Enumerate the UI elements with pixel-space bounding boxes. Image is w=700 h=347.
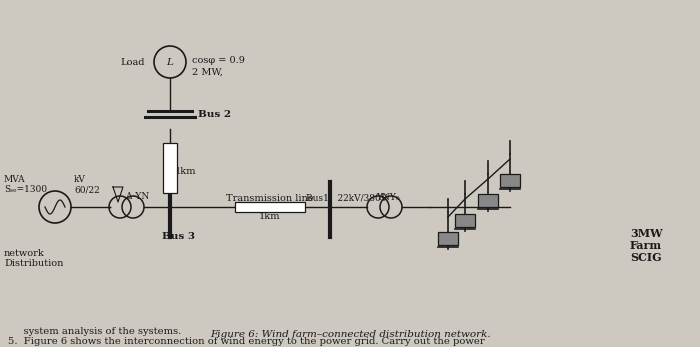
Text: Bus 3: Bus 3 [162, 232, 195, 241]
Text: 1km: 1km [259, 212, 281, 221]
Text: Δ YN: Δ YN [126, 192, 149, 201]
Text: system analysis of the systems.: system analysis of the systems. [8, 327, 181, 336]
Text: 2 MW,: 2 MW, [192, 68, 223, 77]
Text: Sₛₑ=1300: Sₛₑ=1300 [4, 185, 47, 194]
Text: network: network [4, 249, 45, 258]
Text: Farm: Farm [630, 240, 662, 251]
Text: YNY₀: YNY₀ [376, 193, 400, 202]
Bar [478, 194, 498, 207]
Text: 60/22: 60/22 [74, 185, 99, 194]
Text: Load: Load [120, 58, 144, 67]
Bar [163, 143, 177, 193]
Text: MVA: MVA [4, 175, 26, 184]
Text: cosφ = 0.9: cosφ = 0.9 [192, 56, 245, 65]
Text: Transmission line: Transmission line [226, 194, 314, 203]
Text: Bus 2: Bus 2 [198, 110, 231, 118]
Text: 3MW: 3MW [630, 228, 663, 239]
Text: L: L [167, 58, 174, 67]
Bar [455, 214, 475, 227]
Bar [500, 174, 520, 187]
Text: Bus1   22kV/380V: Bus1 22kV/380V [306, 193, 387, 202]
Text: 5.  Figure 6 shows the interconnection of wind energy to the power grid. Carry o: 5. Figure 6 shows the interconnection of… [8, 337, 484, 346]
Text: kV: kV [74, 175, 86, 184]
Text: Figure 6: Wind farm–connected distribution network.: Figure 6: Wind farm–connected distributi… [210, 330, 490, 339]
Text: SCIG: SCIG [630, 252, 662, 263]
Text: 1km: 1km [175, 167, 197, 176]
Text: Distribution: Distribution [4, 259, 64, 268]
Bar [438, 232, 458, 245]
Bar [235, 202, 305, 212]
